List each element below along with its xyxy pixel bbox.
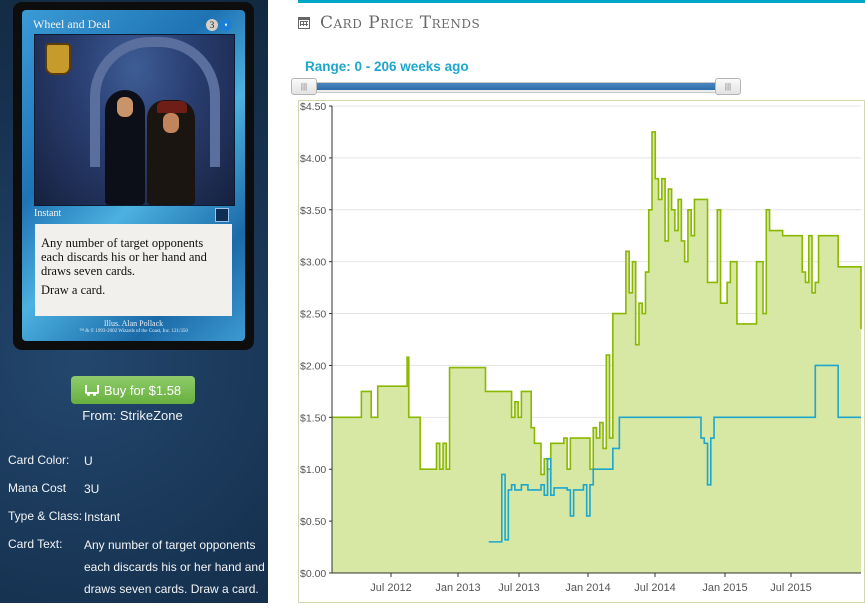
y-tick-label: $3.50 [300, 205, 326, 217]
y-tick-label: $0.00 [300, 568, 326, 580]
card-type: Instant [34, 208, 62, 219]
x-tick-label: Jul 2012 [370, 582, 412, 594]
x-tick-label: Jul 2015 [770, 582, 812, 594]
art-face-right [163, 113, 179, 133]
x-tick-label: Jan 2015 [702, 582, 747, 594]
detail-key: Card Color: [8, 453, 70, 467]
range-slider-selection [300, 83, 730, 90]
detail-row: Mana Cost 3U [8, 481, 268, 500]
green-series-line [332, 131, 862, 476]
range-handle-end[interactable]: ||| [715, 78, 741, 95]
price-trend-chart: $0.00 $0.50 $1.00 $1.50 $2.00 $2.50 $3.00 $3.50… [298, 100, 865, 603]
detail-row: Card Text: Any number of target opponent… [8, 537, 268, 600]
card-illustrator: Illus. Alan Pollack [103, 319, 164, 328]
detail-key: Card Text: [8, 537, 63, 551]
calendar-icon [298, 17, 310, 29]
blue-series-line [488, 364, 861, 543]
y-tick-label: $4.00 [300, 153, 326, 165]
y-tick-label: $3.00 [300, 257, 326, 269]
section-header: Card Price Trends [298, 11, 480, 35]
card-rules-text: Any number of target opponents each disc… [41, 236, 207, 278]
detail-key: Mana Cost [8, 481, 67, 495]
x-tick-label: Jan 2014 [565, 582, 610, 594]
mana-blue-icon: • [220, 18, 232, 31]
card-image: Wheel and Deal 3 • Instant Any n [13, 2, 254, 350]
detail-row: Type & Class: Instant [8, 509, 268, 528]
card-sidebar: Wheel and Deal 3 • Instant Any n [0, 0, 268, 603]
art-hat [157, 101, 187, 113]
y-tick-label: $2.50 [300, 309, 326, 321]
y-tick-label: $0.50 [300, 516, 326, 528]
card-copyright: ™ & © 1993-2002 Wizards of the Coast, In… [79, 329, 188, 334]
seller-label: From: StrikeZone [82, 408, 183, 423]
card-name: Wheel and Deal [33, 17, 111, 31]
art-face-left [117, 97, 133, 117]
y-tick-label: $1.50 [300, 412, 326, 424]
detail-key: Type & Class: [8, 509, 83, 523]
detail-value: U [84, 454, 93, 468]
detail-value: Instant [84, 510, 121, 524]
set-symbol-icon [215, 208, 229, 222]
shopping-cart-icon [84, 384, 99, 396]
card-frame: Wheel and Deal 3 • Instant Any n [22, 10, 245, 341]
card-type-line: Instant [34, 207, 233, 222]
card-rules-text-2: Draw a card. [41, 283, 106, 297]
range-label: Range: 0 - 206 weeks ago [305, 59, 469, 74]
art-arch [90, 37, 220, 167]
card-details: Card Color: U Mana Cost 3U Type & Class:… [8, 453, 268, 609]
mana-cost: 3 • [206, 16, 232, 33]
detail-row: Card Color: U [8, 453, 268, 472]
mana-generic-symbol: 3 [206, 18, 218, 31]
card-art [34, 34, 235, 206]
card-title-bar: Wheel and Deal 3 • [30, 16, 236, 33]
lantern-icon [45, 43, 71, 75]
section-title: Card Price Trends [320, 13, 481, 33]
buy-button[interactable]: Buy for $1.58 [71, 376, 195, 404]
y-tick-label: $1.00 [300, 464, 326, 476]
accent-bar [298, 0, 865, 3]
detail-value: Any number of target opponents each disc… [84, 538, 265, 596]
x-tick-label: Jan 2013 [435, 582, 480, 594]
buy-button-label: Buy for $1.58 [103, 382, 182, 398]
detail-value: 3U [84, 482, 100, 496]
x-tick-label: Jul 2014 [634, 582, 676, 594]
range-handle-start[interactable]: ||| [291, 78, 317, 95]
y-tick-label: $2.00 [300, 360, 326, 372]
green-series-area [332, 131, 861, 573]
x-tick-label: Jul 2013 [498, 582, 540, 594]
card-rules-box: Any number of target opponents each disc… [35, 224, 232, 316]
y-tick-label: $4.50 [300, 101, 326, 113]
